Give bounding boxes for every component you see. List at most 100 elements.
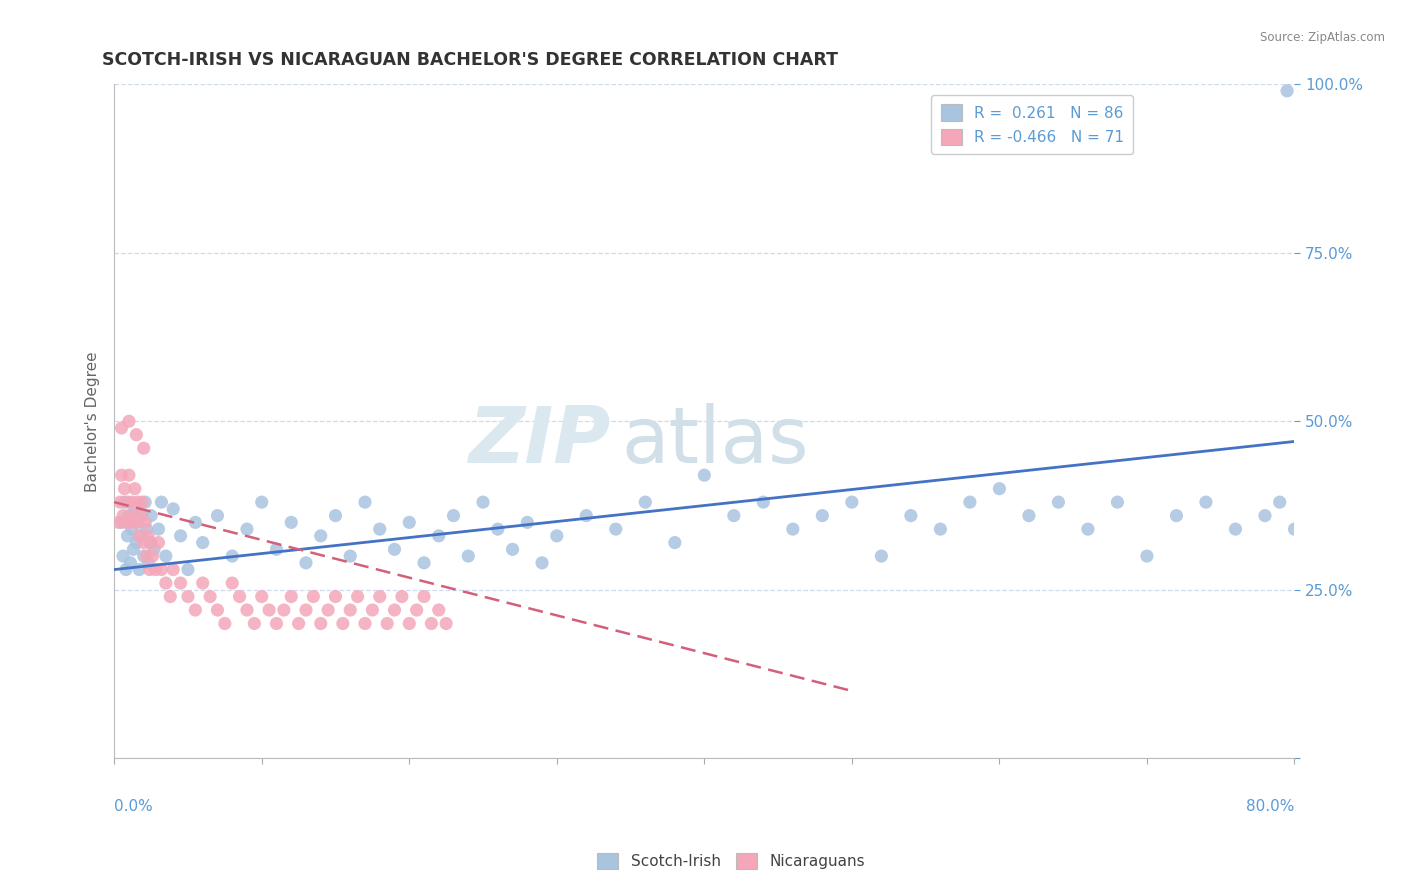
Point — [125, 535, 148, 549]
Point — [1136, 549, 1159, 563]
Point — [143, 542, 166, 557]
Point — [138, 563, 160, 577]
Point — [169, 576, 191, 591]
Point — [434, 616, 457, 631]
Point — [1291, 77, 1313, 91]
Point — [287, 616, 309, 631]
Point — [295, 603, 318, 617]
Point — [134, 495, 156, 509]
Point — [531, 556, 554, 570]
Y-axis label: Bachelor's Degree: Bachelor's Degree — [86, 351, 100, 491]
Point — [155, 576, 177, 591]
Text: SCOTCH-IRISH VS NICARAGUAN BACHELOR'S DEGREE CORRELATION CHART: SCOTCH-IRISH VS NICARAGUAN BACHELOR'S DE… — [103, 51, 838, 69]
Point — [136, 556, 159, 570]
Point — [1343, 482, 1365, 496]
Point — [368, 590, 391, 604]
Point — [117, 529, 139, 543]
Point — [121, 495, 143, 509]
Point — [120, 516, 142, 530]
Point — [132, 549, 155, 563]
Point — [325, 508, 347, 523]
Point — [302, 590, 325, 604]
Point — [132, 535, 155, 549]
Point — [162, 563, 184, 577]
Point — [1284, 522, 1306, 536]
Point — [155, 549, 177, 563]
Point — [110, 468, 132, 483]
Point — [128, 563, 150, 577]
Point — [127, 495, 149, 509]
Point — [316, 603, 339, 617]
Legend: R =  0.261   N = 86, R = -0.466   N = 71: R = 0.261 N = 86, R = -0.466 N = 71 — [931, 95, 1133, 154]
Point — [118, 508, 141, 523]
Point — [131, 495, 153, 509]
Point — [664, 535, 686, 549]
Point — [122, 508, 145, 523]
Point — [135, 522, 157, 536]
Point — [280, 516, 302, 530]
Point — [870, 549, 893, 563]
Point — [1372, 468, 1395, 483]
Point — [118, 468, 141, 483]
Point — [1195, 495, 1218, 509]
Point — [605, 522, 627, 536]
Point — [115, 563, 138, 577]
Text: 0.0%: 0.0% — [114, 799, 153, 814]
Point — [139, 508, 162, 523]
Point — [148, 535, 170, 549]
Text: atlas: atlas — [621, 403, 810, 480]
Point — [354, 495, 377, 509]
Point — [191, 535, 214, 549]
Point — [184, 516, 207, 530]
Point — [177, 590, 200, 604]
Point — [134, 516, 156, 530]
Point — [339, 603, 361, 617]
Point — [236, 603, 259, 617]
Point — [575, 508, 598, 523]
Point — [138, 535, 160, 549]
Point — [136, 529, 159, 543]
Point — [1018, 508, 1040, 523]
Point — [125, 516, 148, 530]
Point — [486, 522, 509, 536]
Point — [502, 542, 524, 557]
Point — [250, 590, 273, 604]
Point — [132, 441, 155, 455]
Point — [346, 590, 368, 604]
Point — [139, 535, 162, 549]
Point — [811, 508, 834, 523]
Point — [145, 563, 167, 577]
Point — [752, 495, 775, 509]
Point — [405, 603, 427, 617]
Point — [398, 516, 420, 530]
Point — [115, 516, 138, 530]
Point — [177, 563, 200, 577]
Point — [122, 542, 145, 557]
Point — [900, 508, 922, 523]
Point — [236, 522, 259, 536]
Point — [124, 482, 146, 496]
Point — [546, 529, 568, 543]
Point — [207, 603, 229, 617]
Point — [159, 590, 181, 604]
Point — [457, 549, 479, 563]
Legend: Scotch-Irish, Nicaraguans: Scotch-Irish, Nicaraguans — [591, 847, 872, 875]
Point — [1225, 522, 1247, 536]
Point — [413, 556, 436, 570]
Point — [339, 549, 361, 563]
Point — [384, 603, 406, 617]
Point — [108, 495, 131, 509]
Point — [325, 590, 347, 604]
Point — [959, 495, 981, 509]
Point — [443, 508, 465, 523]
Point — [1268, 495, 1291, 509]
Point — [361, 603, 384, 617]
Point — [988, 482, 1011, 496]
Point — [427, 603, 450, 617]
Point — [107, 516, 129, 530]
Point — [124, 502, 146, 516]
Point — [1107, 495, 1129, 509]
Point — [221, 576, 243, 591]
Point — [198, 590, 221, 604]
Point — [332, 616, 354, 631]
